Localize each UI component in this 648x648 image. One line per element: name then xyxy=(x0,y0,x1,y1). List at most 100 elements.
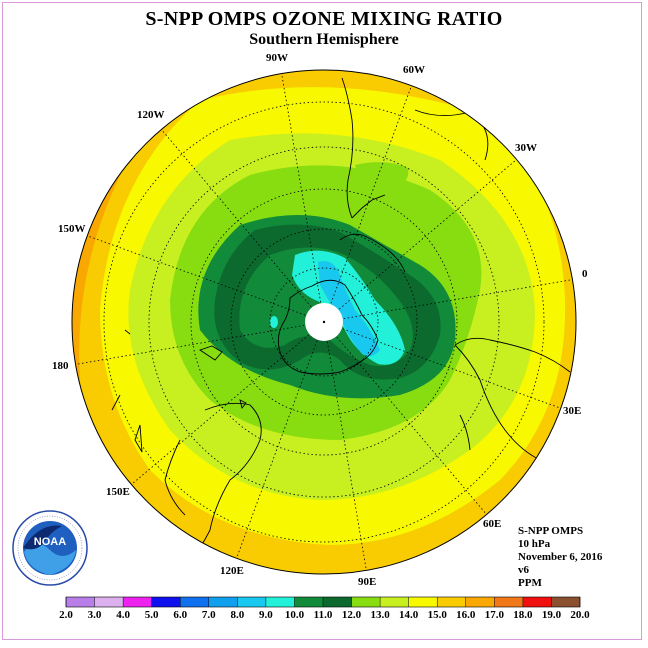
colorbar-swatch xyxy=(151,597,181,607)
colorbar-tick-label: 5.0 xyxy=(145,609,159,621)
africa-coast xyxy=(454,337,571,373)
map-boundary xyxy=(71,69,577,575)
colorbar-tick-label: 8.0 xyxy=(230,609,244,621)
colorbar-swatch xyxy=(180,597,209,607)
lon-label-150w: 150W xyxy=(58,223,86,235)
colorbar-tick-label: 18.0 xyxy=(513,609,533,621)
lon-label-180: 180 xyxy=(52,360,69,372)
colorbar-swatch xyxy=(94,597,124,607)
ozone-field xyxy=(72,70,576,574)
colorbar-swatch xyxy=(551,597,580,607)
map-subtitle: Southern Hemisphere xyxy=(249,31,399,48)
colorbar-swatch xyxy=(66,597,95,607)
info-version: v6 xyxy=(518,564,529,576)
noaa-logo: NOAA xyxy=(12,510,88,586)
colorbar-tick-label: 6.0 xyxy=(173,609,187,621)
lon-label-90w: 90W xyxy=(266,52,288,64)
lon-label-30e: 30E xyxy=(563,405,582,417)
colorbar-swatch xyxy=(437,597,466,607)
colorbar-tick-label: 3.0 xyxy=(88,609,102,621)
australia-coast xyxy=(164,439,186,516)
madagascar-coast xyxy=(459,414,471,451)
meridian-120e xyxy=(236,321,325,558)
info-level: 10 hPa xyxy=(518,538,551,550)
info-units: PPM xyxy=(518,577,542,589)
colorbar-tick-label: 13.0 xyxy=(370,609,390,621)
lon-label-60w: 60W xyxy=(403,64,425,76)
colorbar-swatch xyxy=(408,597,438,607)
colorbar-tick-label: 17.0 xyxy=(485,609,505,621)
lon-label-0: 0 xyxy=(582,268,588,280)
contour-8-9 xyxy=(318,261,380,357)
colorbar-swatch xyxy=(323,597,352,607)
colorbar-swatch xyxy=(265,597,295,607)
meridian-0 xyxy=(323,278,576,323)
meridian-60w xyxy=(323,86,412,323)
island-coast xyxy=(124,329,131,335)
island-coast xyxy=(198,345,223,361)
latitude-circle xyxy=(269,267,379,377)
colorbar-tick-label: 12.0 xyxy=(342,609,362,621)
colorbar-tick-label: 19.0 xyxy=(542,609,562,621)
lon-label-60e: 60E xyxy=(483,518,502,530)
colorbar-swatch xyxy=(522,597,552,607)
australia-coast xyxy=(189,402,262,561)
meridian-30e xyxy=(323,321,561,409)
meridian-90w xyxy=(280,70,325,323)
logo-wave xyxy=(24,543,76,575)
meridian-30w xyxy=(323,159,517,323)
lon-label-150e: 150E xyxy=(106,486,130,498)
latitude-circle xyxy=(148,146,500,498)
info-instrument: S-NPP OMPS xyxy=(518,525,584,537)
meridian-180 xyxy=(72,321,325,366)
colorbar-tick-label: 2.0 xyxy=(59,609,73,621)
new-zealand-coast xyxy=(111,394,121,411)
south-pole-marker xyxy=(322,320,326,324)
contour-9-10-speck xyxy=(270,316,278,328)
colorbar-swatch xyxy=(380,597,409,607)
meridian-150e xyxy=(131,321,325,485)
south-america-tip xyxy=(351,194,386,219)
latitude-circle xyxy=(103,101,545,543)
antarctic-peninsula xyxy=(339,233,406,273)
colorbar-swatch xyxy=(237,597,266,607)
lon-label-120e: 120E xyxy=(220,565,244,577)
colorbar-tick-label: 10.0 xyxy=(285,609,305,621)
logo-bird xyxy=(23,525,62,550)
colorbar-swatch xyxy=(294,597,323,607)
africa-coast xyxy=(454,344,541,461)
island-coast xyxy=(239,399,247,409)
colorbar-tick-label: 14.0 xyxy=(399,609,419,621)
colorbar-swatch xyxy=(123,597,152,607)
latitude-circle xyxy=(230,228,418,416)
colorbar-swatch xyxy=(465,597,495,607)
map-title: S-NPP OMPS OZONE MIXING RATIO xyxy=(145,8,503,30)
info-date: November 6, 2016 xyxy=(518,551,603,563)
lon-label-30w: 30W xyxy=(515,142,537,154)
lon-label-90e: 90E xyxy=(358,576,377,588)
figure-frame xyxy=(2,2,642,640)
meridian-90e xyxy=(323,321,368,574)
graticule xyxy=(72,70,576,574)
colorbar-tick-label: 4.0 xyxy=(116,609,130,621)
logo-text-ring xyxy=(17,515,83,581)
colorbar-tick-label: 16.0 xyxy=(456,609,476,621)
colorbar: 2.0 3.0 4.0 5.0 6.0 7.0 8.0 9.0 10.0 11.0 12.0 13.0… xyxy=(59,596,590,621)
colorbar-tick-label: 11.0 xyxy=(314,609,333,621)
new-zealand-coast xyxy=(134,424,143,453)
colorbar-swatch xyxy=(494,597,523,607)
colorbar-tick-label: 20.0 xyxy=(570,609,590,621)
colorbar-swatch xyxy=(351,597,381,607)
info-block: S-NPP OMPS 10 hPa November 6, 2016 v6 PP… xyxy=(518,525,602,590)
colorbar-swatch xyxy=(208,597,238,607)
logo-text: NOAA xyxy=(34,536,66,548)
colorbar-tick-label: 9.0 xyxy=(259,609,273,621)
meridian-150w xyxy=(87,235,325,323)
south-america-coast xyxy=(341,77,354,219)
colorbar-tick-label: 7.0 xyxy=(202,609,216,621)
colorbar-tick-label: 15.0 xyxy=(428,609,448,621)
antarctica-coast xyxy=(277,279,379,375)
coastlines xyxy=(111,77,571,561)
latitude-circle xyxy=(190,188,458,456)
